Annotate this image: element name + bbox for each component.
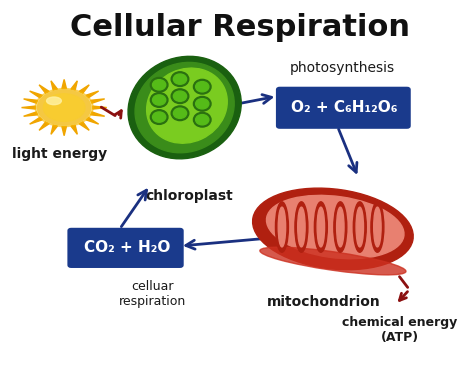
Ellipse shape: [374, 207, 381, 247]
FancyBboxPatch shape: [67, 228, 184, 268]
Polygon shape: [91, 99, 105, 103]
Ellipse shape: [278, 207, 286, 247]
Polygon shape: [24, 99, 37, 103]
Ellipse shape: [43, 94, 85, 121]
Ellipse shape: [196, 99, 209, 109]
Ellipse shape: [317, 207, 325, 247]
Ellipse shape: [275, 202, 288, 252]
Ellipse shape: [196, 82, 209, 92]
Polygon shape: [24, 112, 37, 116]
Ellipse shape: [353, 202, 366, 252]
Ellipse shape: [150, 78, 168, 92]
Polygon shape: [39, 122, 49, 130]
Polygon shape: [39, 85, 49, 93]
Ellipse shape: [173, 74, 187, 84]
Ellipse shape: [193, 96, 211, 111]
Text: chloroplast: chloroplast: [146, 189, 233, 203]
Ellipse shape: [295, 202, 308, 252]
Ellipse shape: [173, 91, 187, 101]
Ellipse shape: [46, 97, 61, 105]
Polygon shape: [62, 79, 66, 89]
Ellipse shape: [153, 95, 166, 105]
Ellipse shape: [193, 112, 211, 127]
Text: celluar
respiration: celluar respiration: [118, 280, 186, 308]
Ellipse shape: [35, 89, 93, 127]
Polygon shape: [79, 85, 89, 93]
Text: photosynthesis: photosynthesis: [290, 62, 395, 75]
Polygon shape: [71, 81, 77, 90]
Ellipse shape: [253, 188, 413, 270]
Text: light energy: light energy: [12, 147, 107, 161]
Text: CO₂ + H₂O: CO₂ + H₂O: [83, 240, 170, 256]
Polygon shape: [71, 125, 77, 134]
Polygon shape: [30, 118, 42, 124]
Ellipse shape: [334, 202, 347, 252]
Ellipse shape: [173, 108, 187, 118]
Text: Cellular Respiration: Cellular Respiration: [70, 13, 410, 42]
Ellipse shape: [37, 90, 91, 125]
Polygon shape: [30, 91, 42, 98]
Ellipse shape: [171, 72, 189, 86]
Ellipse shape: [193, 79, 211, 94]
Polygon shape: [62, 126, 66, 136]
Ellipse shape: [153, 80, 166, 90]
Polygon shape: [51, 125, 57, 134]
Polygon shape: [91, 112, 105, 116]
Ellipse shape: [171, 89, 189, 104]
Ellipse shape: [266, 195, 404, 259]
Polygon shape: [79, 122, 89, 130]
Ellipse shape: [150, 110, 168, 125]
Polygon shape: [93, 106, 107, 109]
Ellipse shape: [314, 202, 328, 252]
Ellipse shape: [153, 112, 166, 122]
Text: O₂ + C₆H₁₂O₆: O₂ + C₆H₁₂O₆: [291, 100, 398, 115]
Ellipse shape: [196, 115, 209, 125]
Text: mitochondrion: mitochondrion: [267, 295, 381, 309]
Text: chemical energy
(ATP): chemical energy (ATP): [343, 316, 458, 344]
Ellipse shape: [337, 207, 344, 247]
Ellipse shape: [371, 202, 384, 252]
Ellipse shape: [135, 62, 234, 153]
Ellipse shape: [298, 207, 305, 247]
Ellipse shape: [171, 106, 189, 121]
FancyBboxPatch shape: [276, 87, 411, 129]
Polygon shape: [86, 118, 99, 124]
Polygon shape: [21, 106, 36, 109]
Polygon shape: [51, 81, 57, 90]
Ellipse shape: [260, 247, 406, 275]
Ellipse shape: [356, 207, 364, 247]
Ellipse shape: [146, 68, 227, 143]
Ellipse shape: [128, 56, 241, 159]
Ellipse shape: [150, 93, 168, 107]
Polygon shape: [86, 91, 99, 98]
